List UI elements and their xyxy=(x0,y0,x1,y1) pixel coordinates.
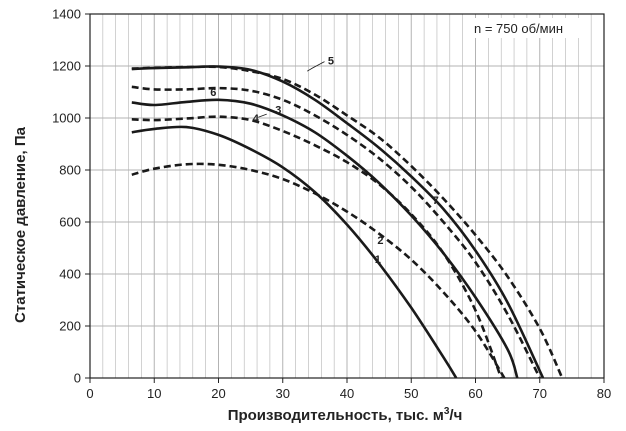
y-axis-title: Статическое давление, Па xyxy=(12,126,29,323)
curve-label-5: 5 xyxy=(328,55,334,67)
y-tick-label: 400 xyxy=(59,267,81,282)
curve-label-7: 7 xyxy=(433,195,439,207)
x-tick-label: 40 xyxy=(340,386,354,401)
x-tick-label: 60 xyxy=(468,386,482,401)
x-tick-label: 30 xyxy=(276,386,290,401)
curve-label-3: 3 xyxy=(275,105,281,117)
x-axis-title-text: Производительность, тыс. м xyxy=(228,407,444,424)
y-tick-label: 1000 xyxy=(52,111,81,126)
series-line-2 xyxy=(131,162,506,379)
y-tick-label: 600 xyxy=(59,215,81,230)
series-lines xyxy=(131,65,564,379)
curve-label-leader xyxy=(306,61,325,72)
series-line-5 xyxy=(131,65,564,379)
tick-labels: 0 10 20 30 40 50 60 70 8002004006008001000120014… xyxy=(52,7,611,402)
series-line-6 xyxy=(131,85,541,379)
series-line-7 xyxy=(131,65,545,379)
x-tick-label: 50 xyxy=(404,386,418,401)
x-axis-title-suffix: /ч xyxy=(449,407,462,424)
curve-label-leader xyxy=(258,113,267,118)
y-tick-label: 200 xyxy=(59,319,81,334)
x-tick-label: 80 xyxy=(597,386,611,401)
curve-label-6: 6 xyxy=(210,87,216,99)
y-tick-label: 800 xyxy=(59,163,81,178)
axes xyxy=(85,13,605,383)
curve-label-2: 2 xyxy=(377,235,383,247)
series-line-1 xyxy=(131,125,458,379)
y-tick-label: 0 xyxy=(74,371,81,386)
x-axis-title: Производительность, тыс. м3/ч xyxy=(228,406,463,424)
series-line-3 xyxy=(131,98,519,379)
speed-annotation: n = 750 об/мин xyxy=(474,21,563,36)
grid xyxy=(90,14,604,378)
curve-label-4: 4 xyxy=(253,113,260,125)
curve-label-1: 1 xyxy=(375,254,381,266)
x-tick-label: 0 xyxy=(86,386,93,401)
y-tick-label: 1400 xyxy=(52,7,81,22)
y-tick-label: 1200 xyxy=(52,59,81,74)
curve-labels: 1 2 3 4 5 6 7 xyxy=(210,55,438,266)
annotation-background xyxy=(468,18,586,38)
x-axis-title-superscript: 3 xyxy=(444,406,450,417)
series-line-4 xyxy=(131,115,503,379)
x-tick-label: 10 xyxy=(147,386,161,401)
x-tick-label: 70 xyxy=(533,386,547,401)
x-tick-label: 20 xyxy=(211,386,225,401)
